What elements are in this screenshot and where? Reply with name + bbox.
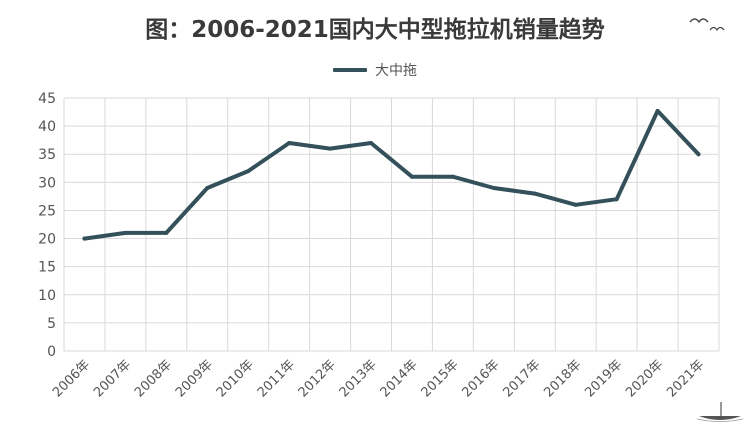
data-point xyxy=(164,230,169,235)
series-group xyxy=(82,108,701,241)
data-point xyxy=(491,185,496,190)
x-tick-label: 2016年 xyxy=(459,357,502,400)
chart-title: 图：2006-2021国内大中型拖拉机销量趋势 xyxy=(145,17,605,43)
x-tick-label: 2015年 xyxy=(419,357,462,400)
legend-label: 大中拖 xyxy=(375,63,417,79)
data-point xyxy=(246,169,251,174)
data-point xyxy=(82,236,87,241)
data-point xyxy=(205,185,210,190)
x-tick-label: 2014年 xyxy=(378,357,421,400)
y-tick-label: 40 xyxy=(38,119,56,135)
birds-icon xyxy=(689,18,725,32)
y-tick-label: 10 xyxy=(38,288,56,304)
x-tick-label: 2013年 xyxy=(337,357,380,400)
x-tick-label: 2012年 xyxy=(296,357,339,400)
data-point xyxy=(369,140,374,145)
y-tick-label: 15 xyxy=(38,260,56,276)
x-tick-label: 2007年 xyxy=(91,357,134,400)
data-point xyxy=(696,152,701,157)
x-tick-label: 2018年 xyxy=(541,357,584,400)
data-point xyxy=(573,202,578,207)
x-tick-label: 2021年 xyxy=(664,357,707,400)
data-point xyxy=(287,140,292,145)
data-point xyxy=(655,108,660,113)
x-tick-label: 2009年 xyxy=(173,357,216,400)
x-tick-label: 2011年 xyxy=(255,357,298,400)
y-tick-label: 30 xyxy=(38,175,56,191)
data-point xyxy=(614,197,619,202)
data-point xyxy=(328,146,333,151)
x-tick-label: 2017年 xyxy=(500,357,543,400)
y-tick-label: 35 xyxy=(38,147,56,163)
y-tick-label: 5 xyxy=(47,316,56,332)
data-point xyxy=(123,230,128,235)
y-tick-label: 20 xyxy=(38,232,56,248)
gridlines xyxy=(63,97,720,352)
data-point xyxy=(450,174,455,179)
y-tick-label: 45 xyxy=(38,91,56,107)
legend: 大中拖 xyxy=(0,60,750,80)
data-point xyxy=(409,174,414,179)
x-tick-label: 2010年 xyxy=(214,357,257,400)
x-axis-ticks: 2006年2007年2008年2009年2010年2011年2012年2013年… xyxy=(50,357,707,400)
x-tick-label: 2019年 xyxy=(582,357,625,400)
y-axis-ticks: 0 5 10 15 20 25 30 35 40 45 xyxy=(38,91,56,360)
series-line xyxy=(82,108,701,241)
x-tick-label: 2020年 xyxy=(623,357,666,400)
y-tick-label: 0 xyxy=(47,344,56,360)
data-point xyxy=(532,191,537,196)
legend-swatch xyxy=(333,68,367,72)
boat-icon xyxy=(696,402,744,422)
x-tick-label: 2008年 xyxy=(132,357,175,400)
x-tick-label: 2006年 xyxy=(50,357,93,400)
y-tick-label: 25 xyxy=(38,203,56,219)
